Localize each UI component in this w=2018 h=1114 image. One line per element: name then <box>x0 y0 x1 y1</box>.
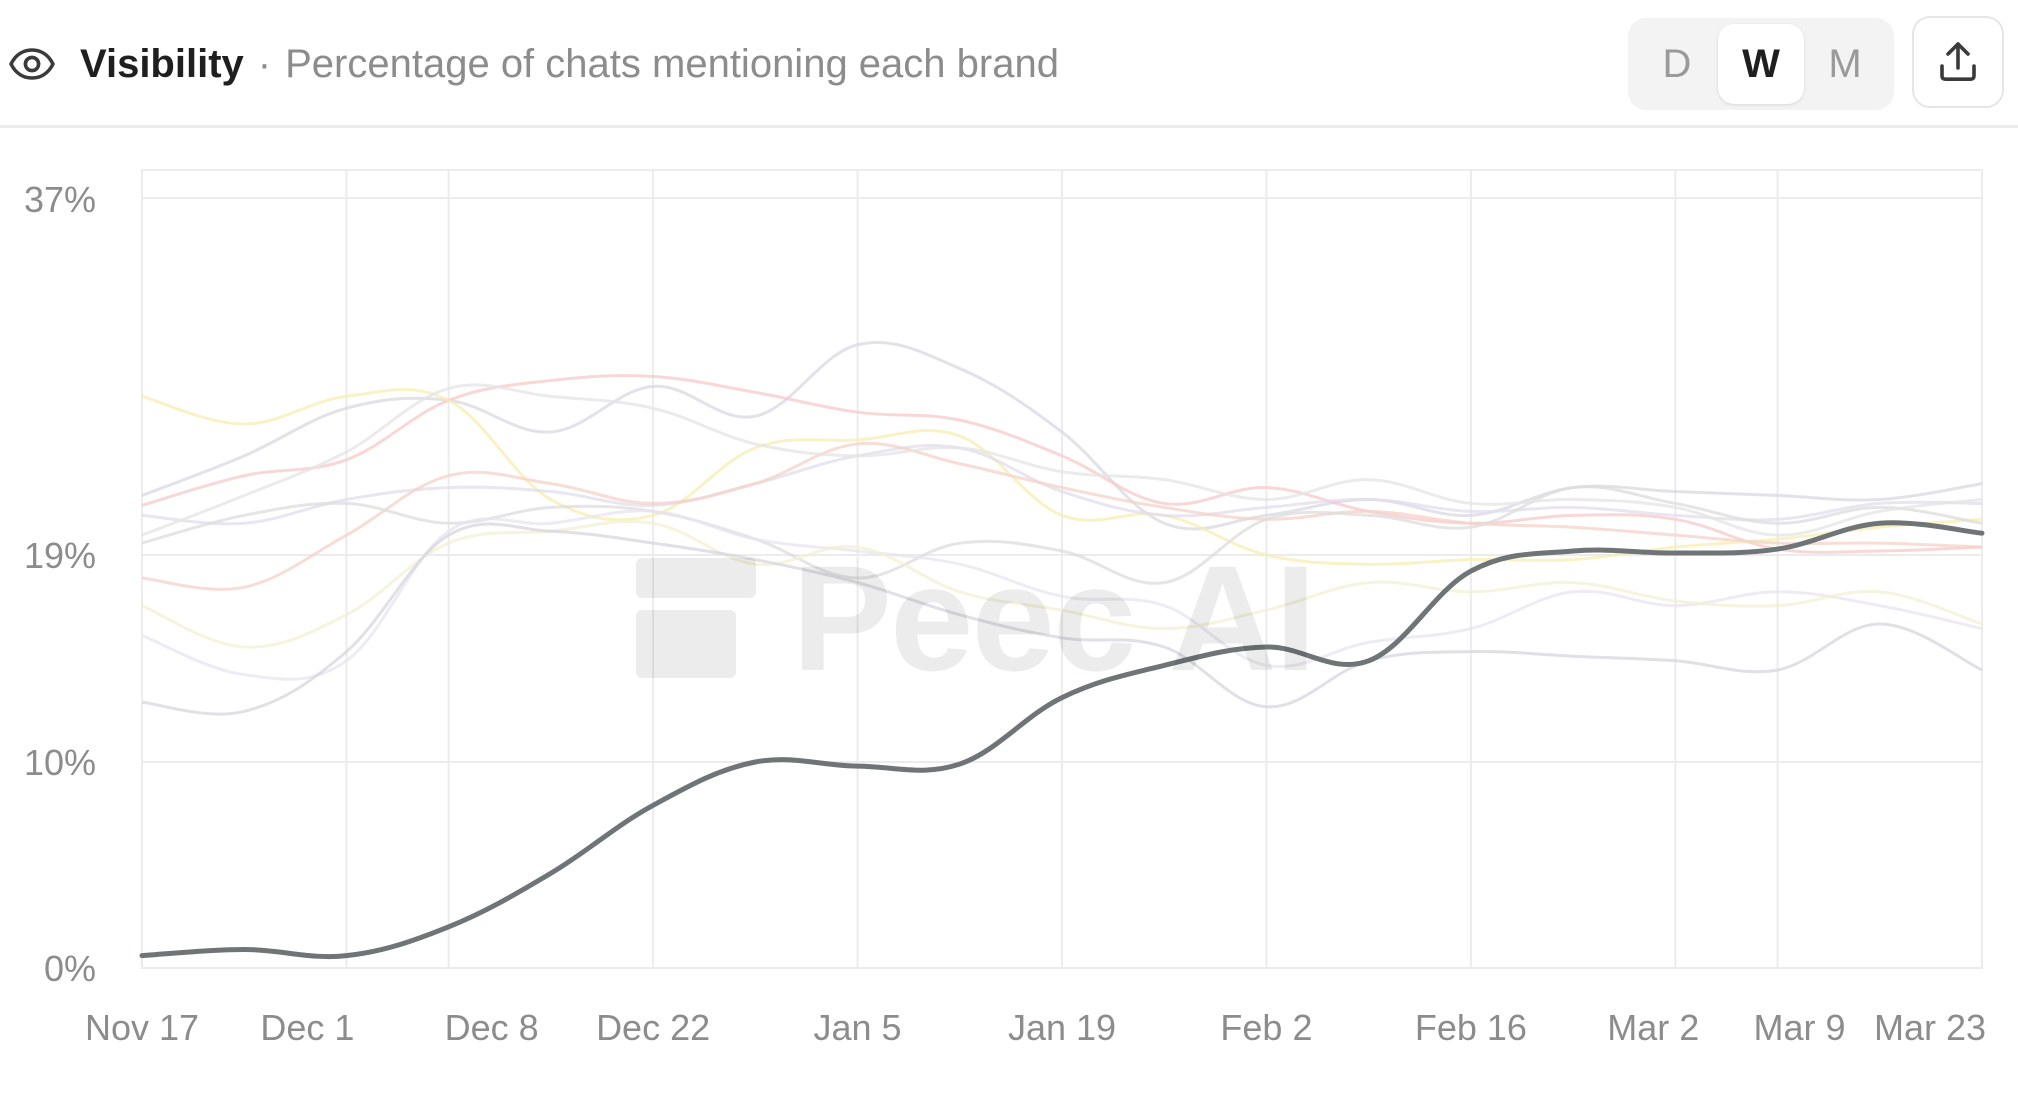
y-tick-label: 0% <box>44 948 96 989</box>
x-axis-ticks: Nov 17 Dec 1 Dec 8 Dec 22 Jan 5 Jan 19 Feb 2 Fe… <box>85 1007 1986 1048</box>
page-title: Visibility <box>80 41 244 86</box>
period-week-button[interactable]: W <box>1718 24 1804 104</box>
x-tick-label: Mar 23 <box>1874 1007 1986 1048</box>
share-upload-icon <box>1940 42 1976 81</box>
background-series-line <box>141 522 1983 716</box>
page-subtitle: Percentage of chats mentioning each bran… <box>285 41 1059 86</box>
highlight-series-group <box>139 520 1985 960</box>
x-tick-label: Jan 19 <box>1008 1007 1116 1048</box>
background-series-line <box>141 383 1983 537</box>
highlight-series-line <box>139 520 1985 960</box>
export-button[interactable] <box>1912 16 2004 108</box>
background-series-line <box>141 509 1983 681</box>
x-tick-label: Nov 17 <box>85 1007 199 1048</box>
background-series-line <box>141 441 1983 591</box>
y-tick-label: 37% <box>24 179 96 220</box>
y-tick-label: 19% <box>24 535 96 576</box>
background-series-line <box>141 388 1983 566</box>
background-series-line <box>141 485 1983 585</box>
period-day-button[interactable]: D <box>1662 41 1692 86</box>
period-month-button[interactable]: M <box>1828 41 1862 86</box>
x-tick-label: Feb 2 <box>1220 1007 1312 1048</box>
title-group: Visibility · Percentage of chats mention… <box>8 34 1059 94</box>
x-tick-label: Mar 2 <box>1607 1007 1699 1048</box>
visibility-line-chart: 37% 19% 10% 0% Nov 17 Dec 1 Dec 8 Dec 22 Jan 5 J… <box>24 169 1986 1048</box>
period-toggle: D W M <box>1628 18 1894 110</box>
background-series-line <box>141 444 1983 526</box>
x-tick-label: Feb 16 <box>1415 1007 1527 1048</box>
y-tick-label: 10% <box>24 742 96 783</box>
eye-icon <box>9 48 55 80</box>
x-tick-label: Dec 22 <box>596 1007 710 1048</box>
y-axis-ticks: 37% 19% 10% 0% <box>24 179 96 989</box>
x-tick-label: Dec 8 <box>445 1007 539 1048</box>
x-tick-label: Mar 9 <box>1754 1007 1846 1048</box>
x-tick-label: Dec 1 <box>260 1007 354 1048</box>
chart-grid <box>141 169 1983 969</box>
background-series-group <box>141 340 1983 716</box>
card-header: Visibility · Percentage of chats mention… <box>0 0 2018 128</box>
title-separator: · <box>257 41 272 86</box>
background-series-line <box>141 519 1983 649</box>
x-tick-label: Jan 5 <box>814 1007 902 1048</box>
